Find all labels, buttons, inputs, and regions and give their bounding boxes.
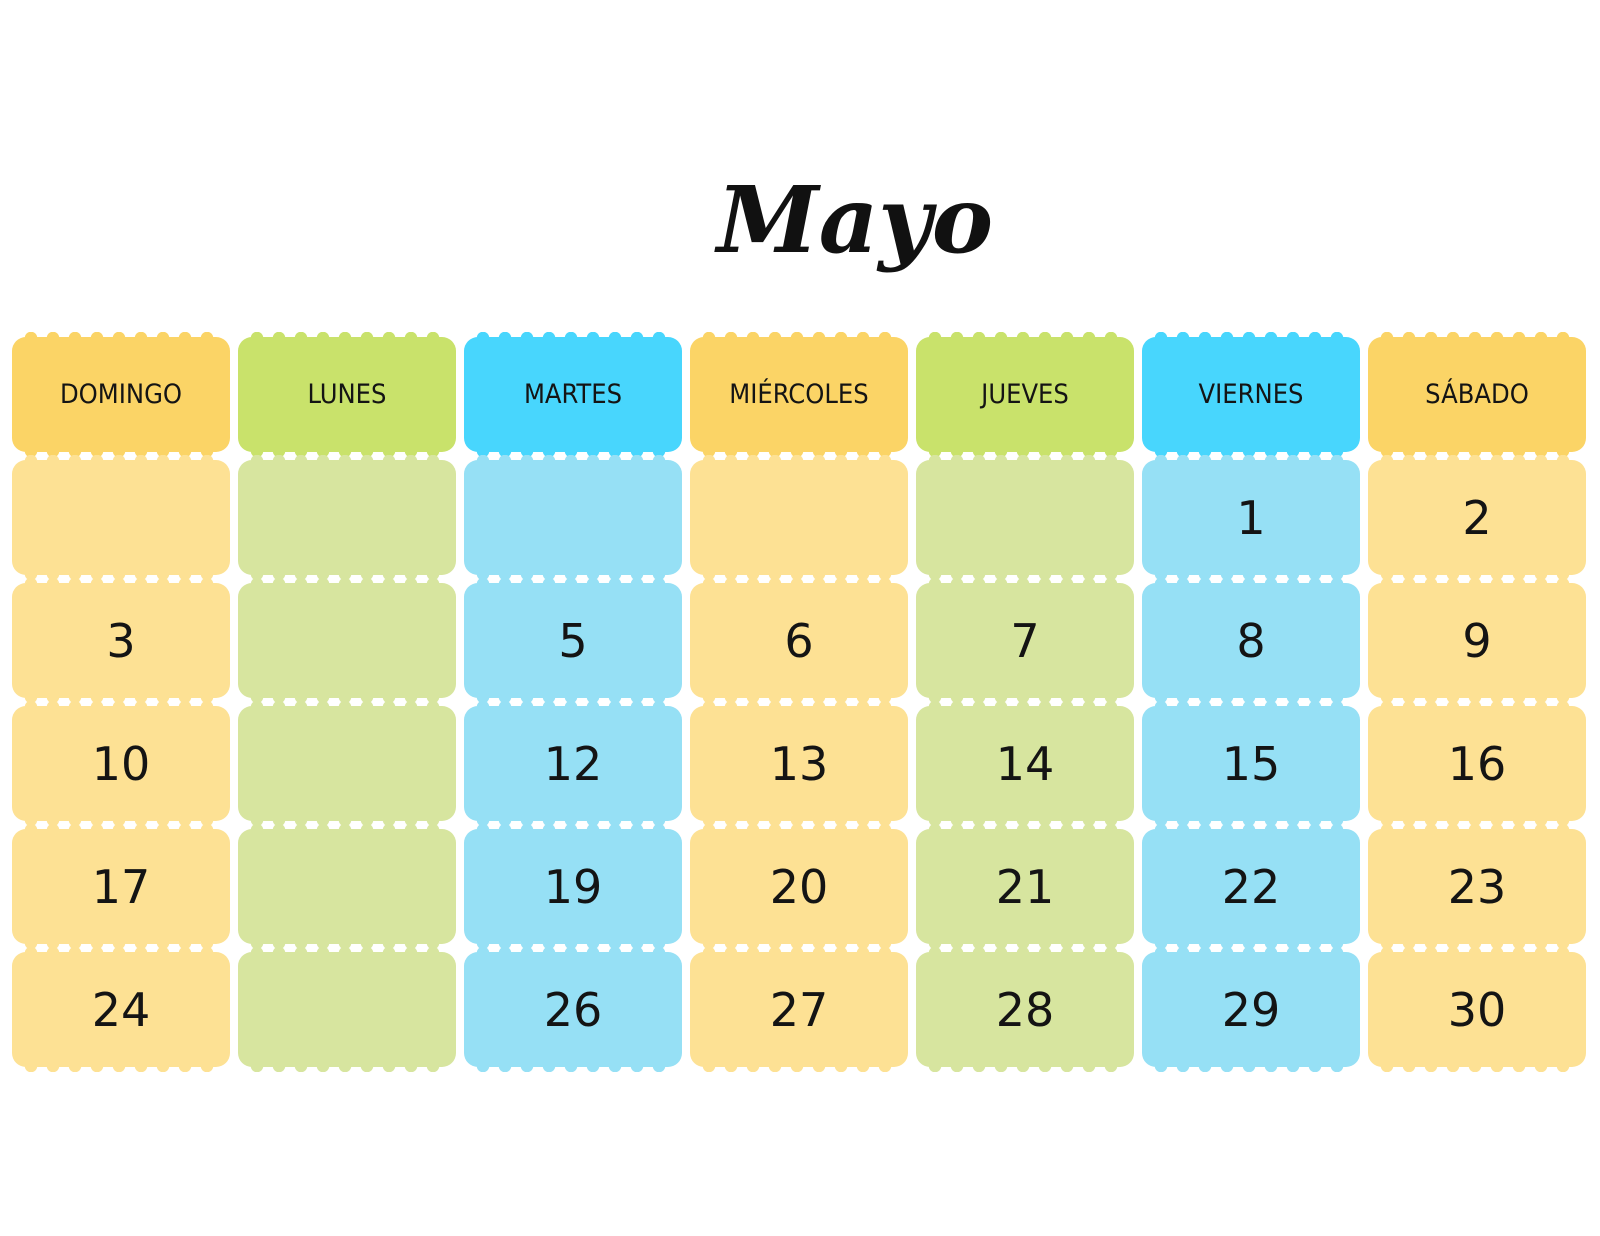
day-cell: 2: [1368, 455, 1586, 580]
day-cell: [238, 824, 456, 949]
day-cell: 24: [12, 947, 230, 1072]
day-cell: 28: [916, 947, 1134, 1072]
day-cell: 20: [690, 824, 908, 949]
weekday-header-saturday: SÁBADO: [1368, 332, 1586, 457]
day-cell: 16: [1368, 701, 1586, 826]
weekday-header-monday: LUNES: [238, 332, 456, 457]
month-title: Mayo: [716, 166, 994, 274]
weekday-header-wednesday: MIÉRCOLES: [690, 332, 908, 457]
day-cell: 8: [1142, 578, 1360, 703]
day-cell: 27: [690, 947, 908, 1072]
day-cell: 22: [1142, 824, 1360, 949]
weekday-header-tuesday: MARTES: [464, 332, 682, 457]
day-cell: 12: [464, 701, 682, 826]
weekday-header-friday: VIERNES: [1142, 332, 1360, 457]
day-cell: [238, 455, 456, 580]
day-cell: 5: [464, 578, 682, 703]
day-cell: 21: [916, 824, 1134, 949]
day-cell: 3: [12, 578, 230, 703]
day-cell: 26: [464, 947, 682, 1072]
calendar-grid: DOMINGO LUNES MARTES MIÉRCOLES JUEVES VI…: [12, 332, 1590, 1072]
day-cell: 30: [1368, 947, 1586, 1072]
day-cell: [464, 455, 682, 580]
day-cell: 29: [1142, 947, 1360, 1072]
day-cell: 19: [464, 824, 682, 949]
day-cell: 10: [12, 701, 230, 826]
day-cell: 7: [916, 578, 1134, 703]
weekday-header-thursday: JUEVES: [916, 332, 1134, 457]
day-cell: [916, 455, 1134, 580]
day-cell: 9: [1368, 578, 1586, 703]
day-cell: 14: [916, 701, 1134, 826]
day-cell: 17: [12, 824, 230, 949]
day-cell: [690, 455, 908, 580]
day-cell: [12, 455, 230, 580]
day-cell: 6: [690, 578, 908, 703]
day-cell: [238, 947, 456, 1072]
day-cell: [238, 578, 456, 703]
day-cell: 13: [690, 701, 908, 826]
weekday-header-sunday: DOMINGO: [12, 332, 230, 457]
day-cell: [238, 701, 456, 826]
day-cell: 23: [1368, 824, 1586, 949]
day-cell: 15: [1142, 701, 1360, 826]
day-cell: 1: [1142, 455, 1360, 580]
